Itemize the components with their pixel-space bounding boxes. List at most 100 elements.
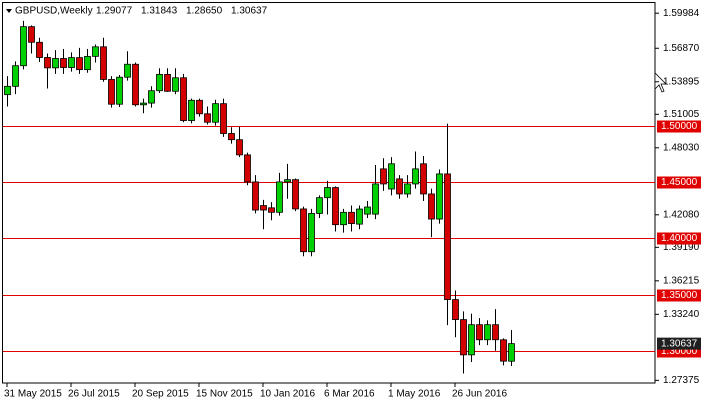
price-label-box xyxy=(657,289,701,302)
candle-body xyxy=(420,163,427,195)
price-label-box xyxy=(657,120,701,133)
candle-body xyxy=(132,63,139,106)
candle-body xyxy=(76,57,83,71)
candle-body xyxy=(476,324,483,341)
candle-body xyxy=(260,205,267,211)
y-tick-label: 1.36215 xyxy=(663,275,700,286)
candle-body xyxy=(348,211,355,224)
candle-body xyxy=(116,76,123,105)
candle-body xyxy=(84,55,91,71)
ohlc-value: 1.29077 xyxy=(96,6,133,17)
x-tick-label: 20 Sep 2015 xyxy=(132,389,189,400)
candle-body xyxy=(156,73,163,92)
candle-body xyxy=(308,213,315,253)
candle-body xyxy=(212,103,219,123)
candle-body xyxy=(500,339,507,362)
candle-body xyxy=(284,179,291,183)
candle-body xyxy=(276,181,283,213)
candle-body xyxy=(396,178,403,195)
price-label: 1.30000 xyxy=(661,346,698,357)
price-label-box xyxy=(657,176,701,189)
plot-frame xyxy=(2,2,656,384)
price-label: 1.35000 xyxy=(661,290,698,301)
x-tick-label: 26 Jul 2015 xyxy=(68,389,120,400)
ohlc-header: 1.29077 1.31843 1.28650 1.30637 xyxy=(96,6,268,17)
candle-body xyxy=(108,79,115,105)
y-tick-label: 1.48030 xyxy=(663,142,700,153)
x-tick-label: 1 May 2016 xyxy=(388,389,441,400)
candle-body xyxy=(60,58,67,68)
mouse-cursor xyxy=(654,72,667,93)
candle-body xyxy=(228,133,235,141)
candle-body xyxy=(436,173,443,220)
y-tick-label: 1.51005 xyxy=(663,109,700,120)
candle-body xyxy=(508,343,515,362)
x-tick-label: 26 Jun 2016 xyxy=(452,389,507,400)
y-tick-label: 1.39190 xyxy=(663,242,700,253)
y-tick-label: 1.42080 xyxy=(663,209,700,220)
candle-body xyxy=(428,193,435,220)
candle-body xyxy=(492,324,499,341)
y-tick-label: 1.53895 xyxy=(663,76,700,87)
menu-arrow[interactable] xyxy=(6,9,12,13)
candle-body xyxy=(324,187,331,199)
ohlc-value: 1.30637 xyxy=(231,6,268,17)
candle-body xyxy=(484,324,491,341)
candle-body xyxy=(388,163,395,190)
candle-body xyxy=(220,103,227,134)
symbol: GBPUSD,Weekly xyxy=(15,6,93,17)
candle-body xyxy=(300,208,307,253)
candle-body xyxy=(28,26,35,43)
candle-body xyxy=(180,77,187,121)
candle-body xyxy=(204,113,211,123)
price-label: 1.45000 xyxy=(661,177,698,188)
price-label: 1.40000 xyxy=(661,233,698,244)
candle-body xyxy=(364,206,371,215)
candle-body xyxy=(460,319,467,356)
x-tick-label: 6 Mar 2016 xyxy=(324,389,375,400)
candle-body xyxy=(148,90,155,104)
ohlc-value: 1.31843 xyxy=(141,6,178,17)
candle-body xyxy=(292,179,299,210)
candle-body xyxy=(356,208,363,225)
candle-body xyxy=(380,168,387,185)
candle-body xyxy=(68,57,75,68)
candle-body xyxy=(372,183,379,215)
candle-body xyxy=(404,183,411,195)
current-price-box xyxy=(657,337,701,350)
candle-body xyxy=(340,211,347,226)
current-price-label: 1.30637 xyxy=(661,338,698,349)
y-tick-label: 1.33240 xyxy=(663,309,700,320)
candle-body xyxy=(268,207,275,213)
candle-body xyxy=(52,58,59,69)
candle-body xyxy=(468,324,475,356)
candle-body xyxy=(444,173,451,300)
candle-body xyxy=(236,139,243,156)
candle-body xyxy=(100,46,107,80)
candle-body xyxy=(36,41,43,58)
price-label-box xyxy=(657,232,701,245)
candle-body xyxy=(12,65,19,87)
y-tick-label: 1.59984 xyxy=(663,8,700,19)
candle-body xyxy=(124,63,131,78)
x-tick-label: 10 Jan 2016 xyxy=(260,389,315,400)
candle-body xyxy=(316,197,323,214)
candle-body xyxy=(4,85,11,96)
candle-body xyxy=(20,26,27,67)
candle-body xyxy=(188,99,195,121)
candle-body xyxy=(332,187,339,226)
candle-body xyxy=(140,102,147,106)
y-tick-label: 1.27375 xyxy=(663,375,700,386)
ohlc-value: 1.28650 xyxy=(186,6,223,17)
x-tick-label: 15 Nov 2015 xyxy=(196,389,253,400)
candle-body xyxy=(164,73,171,92)
price-label: 1.50000 xyxy=(661,121,698,132)
x-tick-label: 31 May 2015 xyxy=(4,389,62,400)
candle-body xyxy=(244,154,251,183)
candle-body xyxy=(452,299,459,321)
candle-body xyxy=(44,57,51,69)
candle-body xyxy=(196,99,203,115)
candle-body xyxy=(92,46,99,57)
